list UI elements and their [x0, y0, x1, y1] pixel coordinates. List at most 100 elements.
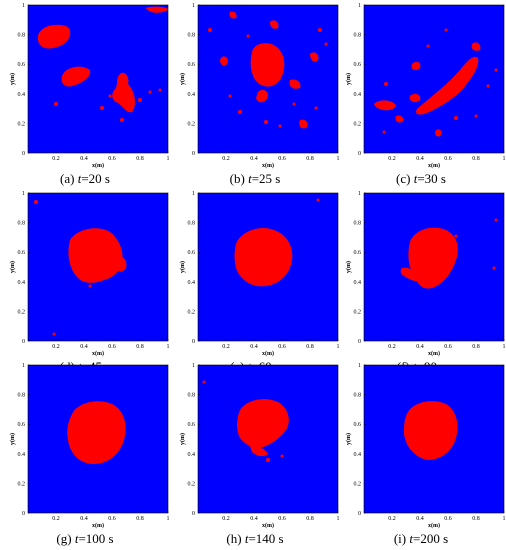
plot-e: 0.2 0.4 0.6 0.8 1 0 0.2 0.4 0.6 0.8 1 x(m) y(m) — [179, 191, 340, 357]
plot-area — [363, 364, 505, 514]
y-tick-label: 0.8 — [188, 393, 196, 399]
axes: 0.2 0.4 0.6 0.8 1 0 0.2 0.4 0.6 0.8 1 x(m) y(m) — [179, 3, 340, 169]
panel-caption: (i) t=200 s — [336, 531, 506, 547]
plot-d: 0.2 0.4 0.6 0.8 1 0 0.2 0.4 0.6 0.8 1 x(m) y(m) — [9, 191, 170, 357]
x-tick-label: 0.2 — [222, 516, 230, 522]
y-tick-label: 1 — [358, 3, 361, 9]
y-tick-label: 0.8 — [18, 221, 26, 227]
y-tick-label: 0.6 — [188, 62, 196, 68]
x-tick-label: 0.2 — [52, 156, 60, 162]
axes: 0.2 0.4 0.6 0.8 1 0 0.2 0.4 0.6 0.8 1 x(m) y(m) — [345, 3, 506, 169]
caption-time-value: =20 s — [81, 171, 110, 186]
x-axis-label: x(m) — [428, 162, 440, 169]
y-tick-label: 0.8 — [354, 221, 362, 227]
x-axis-label: x(m) — [262, 162, 274, 169]
panel-a: 0.2 0.4 0.6 0.8 1 0 0.2 0.4 0.6 0.8 1 x(m) y(m) (a) … — [0, 0, 170, 190]
plot-area — [27, 192, 169, 342]
x-tick-label: 0.2 — [388, 344, 396, 350]
plot-h: 0.2 0.4 0.6 0.8 1 0 0.2 0.4 0.6 0.8 1 x(m) y(m) — [179, 363, 340, 529]
x-tick-label: 1 — [337, 516, 340, 522]
plot-area — [197, 4, 339, 154]
caption-time-value: =100 s — [78, 531, 114, 546]
x-tick-label: 1 — [167, 516, 170, 522]
plot-c: 0.2 0.4 0.6 0.8 1 0 0.2 0.4 0.6 0.8 1 x(m) y(m) — [345, 3, 506, 169]
x-tick-label: 1 — [503, 156, 506, 162]
plot-area — [363, 4, 505, 154]
y-tick-label: 0.6 — [354, 422, 362, 428]
caption-time-var: t — [77, 171, 82, 186]
y-tick-label: 0 — [358, 151, 361, 157]
x-tick-label: 0.8 — [136, 156, 144, 162]
x-tick-label: 0.6 — [444, 516, 452, 522]
caption-tag: (a) — [60, 171, 75, 186]
y-tick-label: 1 — [192, 191, 195, 197]
y-tick-label: 0.2 — [18, 481, 26, 487]
panel-caption: (c) t=30 s — [336, 171, 506, 187]
y-tick-label: 0.4 — [18, 92, 26, 98]
x-axis-label: x(m) — [92, 162, 104, 169]
y-tick-label: 0.2 — [18, 121, 26, 127]
y-tick-label: 0.2 — [188, 121, 196, 127]
x-tick-label: 1 — [337, 344, 340, 350]
plot-area — [197, 192, 339, 342]
plot-a: 0.2 0.4 0.6 0.8 1 0 0.2 0.4 0.6 0.8 1 x(m) y(m) — [9, 3, 170, 169]
plot-f: 0.2 0.4 0.6 0.8 1 0 0.2 0.4 0.6 0.8 1 x(m) y(m) — [345, 191, 506, 357]
y-tick-label: 0.6 — [354, 250, 362, 256]
y-tick-label: 1 — [358, 363, 361, 369]
y-tick-label: 0.2 — [188, 309, 196, 315]
x-tick-label: 0.8 — [306, 516, 314, 522]
y-tick-label: 0.8 — [18, 33, 26, 39]
caption-time-value: =140 s — [248, 531, 284, 546]
caption-tag: (b) — [229, 171, 245, 186]
panel-caption: (g) t=100 s — [0, 531, 170, 547]
y-tick-label: 0.6 — [18, 250, 26, 256]
panel-b: 0.2 0.4 0.6 0.8 1 0 0.2 0.4 0.6 0.8 1 x(m) y(m) (b) … — [170, 0, 340, 190]
caption-time-value: =200 s — [413, 531, 449, 546]
y-axis-label: y(m) — [345, 433, 352, 445]
caption-time-var: t — [409, 531, 413, 546]
y-tick-label: 0.4 — [18, 452, 26, 458]
x-tick-label: 1 — [167, 156, 170, 162]
y-axis-label: y(m) — [345, 261, 352, 273]
panel-h: 0.2 0.4 0.6 0.8 1 0 0.2 0.4 0.6 0.8 1 x(m) y(m) (h) … — [170, 360, 340, 550]
y-tick-label: 0.6 — [188, 422, 196, 428]
x-axis-label: x(m) — [428, 522, 440, 529]
panel-c: 0.2 0.4 0.6 0.8 1 0 0.2 0.4 0.6 0.8 1 x(m) y(m) (c) … — [336, 0, 506, 190]
y-tick-label: 0 — [358, 511, 361, 517]
panel-g: 0.2 0.4 0.6 0.8 1 0 0.2 0.4 0.6 0.8 1 x(m) y(m) (g) … — [0, 360, 170, 550]
y-tick-label: 0.2 — [354, 481, 362, 487]
caption-tag: (g) — [56, 531, 72, 546]
x-tick-label: 0.4 — [80, 156, 88, 162]
panel-caption: (b) t=25 s — [170, 171, 340, 187]
axes: 0.2 0.4 0.6 0.8 1 0 0.2 0.4 0.6 0.8 1 x(m) y(m) — [179, 191, 340, 357]
y-tick-label: 1 — [192, 363, 195, 369]
caption-time-var: t — [244, 531, 249, 546]
y-tick-label: 0.4 — [354, 92, 362, 98]
x-tick-label: 0.6 — [278, 156, 286, 162]
x-tick-label: 0.8 — [472, 516, 480, 522]
x-tick-label: 0.6 — [278, 516, 286, 522]
y-tick-label: 0 — [192, 151, 195, 157]
plot-g: 0.2 0.4 0.6 0.8 1 0 0.2 0.4 0.6 0.8 1 x(m) y(m) — [9, 363, 170, 529]
caption-time-var: t — [413, 171, 418, 186]
x-tick-label: 1 — [503, 344, 506, 350]
x-tick-label: 0.6 — [108, 156, 116, 162]
x-tick-label: 0.2 — [388, 516, 396, 522]
y-tick-label: 0.4 — [354, 280, 362, 286]
y-axis-label: y(m) — [179, 73, 186, 85]
x-tick-label: 0.4 — [80, 344, 88, 350]
axes: 0.2 0.4 0.6 0.8 1 0 0.2 0.4 0.6 0.8 1 x(m) y(m) — [9, 191, 170, 357]
axes: 0.2 0.4 0.6 0.8 1 0 0.2 0.4 0.6 0.8 1 x(m) y(m) — [345, 191, 506, 357]
y-tick-label: 0.8 — [188, 221, 196, 227]
x-tick-label: 0.4 — [80, 516, 88, 522]
y-axis-label: y(m) — [179, 261, 186, 273]
x-axis-label: x(m) — [92, 350, 104, 357]
x-tick-label: 0.4 — [250, 344, 258, 350]
y-tick-label: 0.4 — [188, 280, 196, 286]
x-tick-label: 0.8 — [136, 344, 144, 350]
x-tick-label: 0.8 — [472, 344, 480, 350]
plot-area — [27, 364, 169, 514]
y-tick-label: 0 — [192, 511, 195, 517]
